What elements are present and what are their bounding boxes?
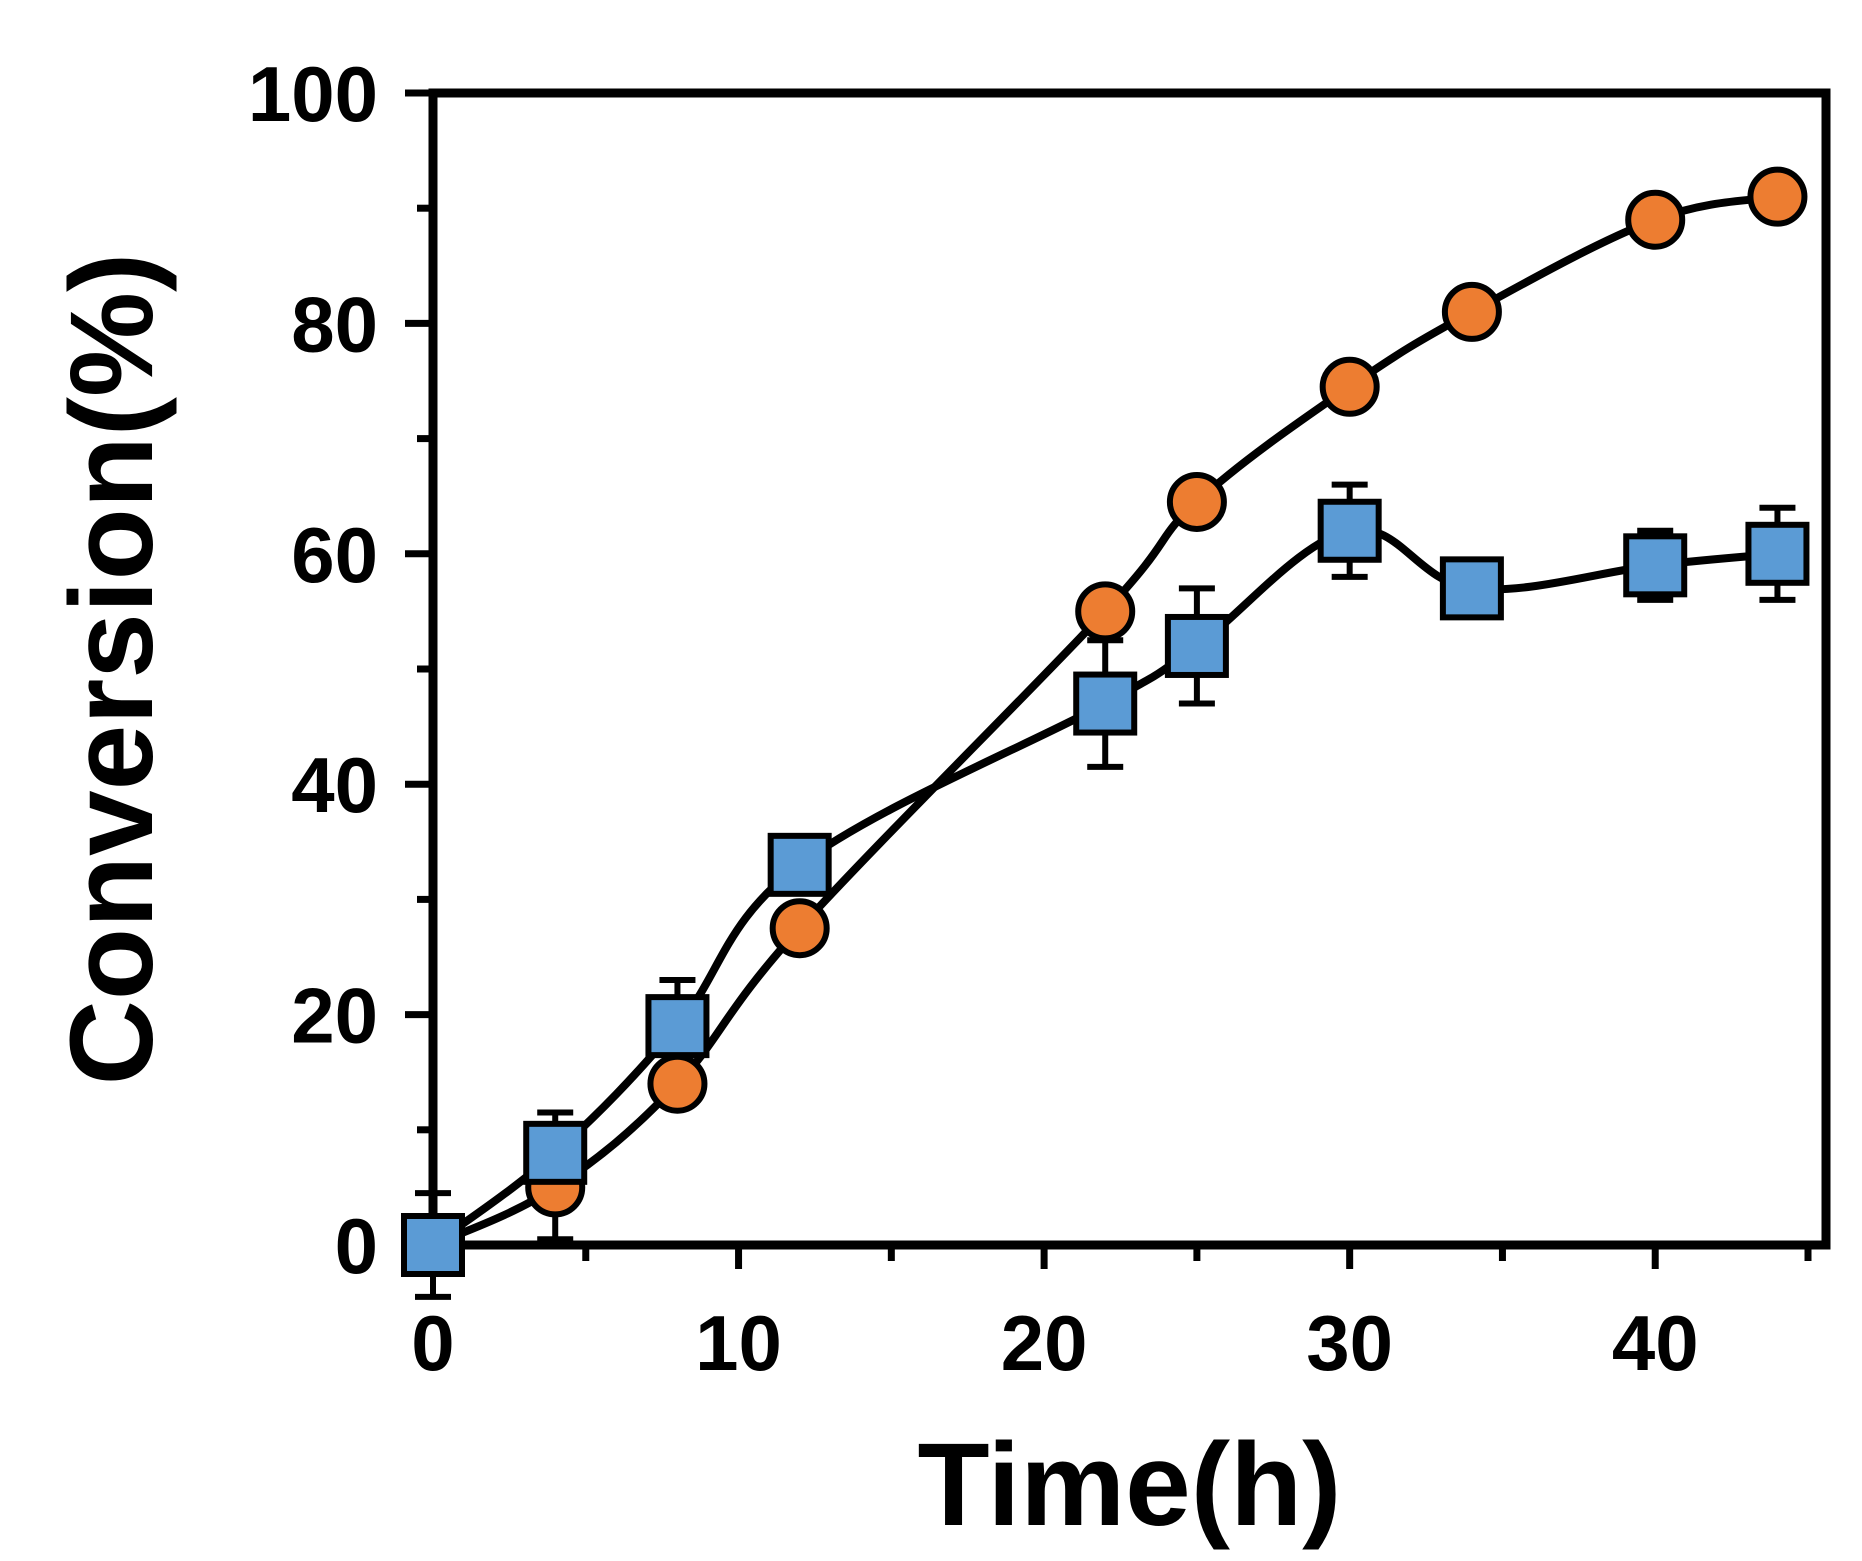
y-tick-label: 20 [291,972,378,1060]
data-point-circle [1319,356,1380,417]
x-tick-label: 10 [695,1299,782,1387]
y-tick-label: 100 [248,50,378,138]
data-point-square [1745,521,1810,586]
data-point-square [1164,613,1229,678]
x-tick-label: 20 [1001,1299,1088,1387]
y-tick-label: 60 [291,511,378,599]
y-tick-label: 80 [291,280,378,368]
data-point-square [401,1213,465,1277]
y-axis-title: Conversion(%) [46,253,178,1086]
data-point-circle [647,1053,708,1114]
data-point-square [645,994,710,1059]
data-point-circle [1075,581,1136,642]
x-tick-label: 40 [1612,1299,1699,1387]
data-point-circle [1625,189,1686,250]
data-point-square [1073,671,1138,736]
x-tick-label: 30 [1306,1299,1393,1387]
x-tick-label: 0 [411,1299,454,1387]
data-point-square [1317,498,1382,563]
y-tick-label: 0 [335,1202,378,1290]
data-point-square [767,832,832,897]
data-point-square [1623,533,1688,598]
x-axis-title: Time(h) [918,1419,1342,1551]
series-line-orange-circles [431,192,1779,1249]
data-point-circle [1747,166,1808,227]
series-line-blue-squares [430,525,1778,1249]
y-tick-label: 40 [291,741,378,829]
data-point-square [1439,556,1504,621]
data-point-circle [1166,471,1227,532]
data-point-circle [769,898,830,959]
data-point-circle [1441,281,1502,342]
data-point-square [523,1120,588,1185]
